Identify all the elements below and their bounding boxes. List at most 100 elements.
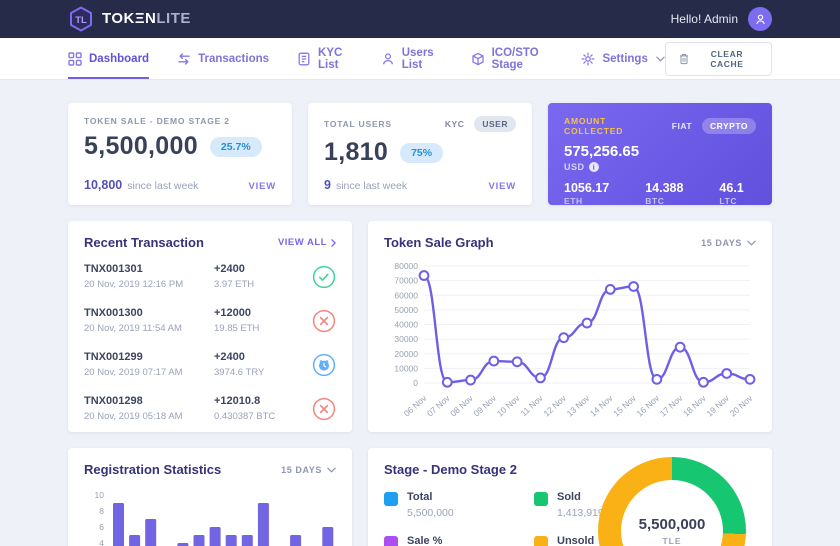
legend-item-sold: Sold 1,413,919 * <box>534 491 684 519</box>
svg-text:09 Nov: 09 Nov <box>471 393 498 419</box>
total-users-card: TOTAL USERS KYC USER 1,810 75% 9 since l… <box>308 103 532 205</box>
svg-text:15 Nov: 15 Nov <box>611 393 638 419</box>
token-sale-delta: 10,800 <box>84 178 123 192</box>
crypto-btc: 14.388 BTC <box>645 181 684 206</box>
toggle-fiat[interactable]: FIAT <box>671 121 693 131</box>
svg-text:70000: 70000 <box>394 276 418 286</box>
toggle-user[interactable]: USER <box>474 116 516 132</box>
total-users-delta-note: since last week <box>335 180 408 192</box>
donut-ring: 5,500,000 TLE <box>598 457 746 546</box>
nav-item-label: Dashboard <box>89 52 150 65</box>
settings-icon <box>581 52 595 66</box>
legend-name: Sale % <box>407 535 443 546</box>
view-all-link[interactable]: VIEW ALL <box>278 237 336 248</box>
transaction-row[interactable]: TNX001298 20 Nov, 2019 05:18 AM +12010.8 0.… <box>84 386 336 430</box>
registration-bar-chart: 1086420 <box>84 477 336 546</box>
recent-transactions-title: Recent Transaction <box>84 235 204 250</box>
token-sale-percent-badge: 25.7% <box>209 136 262 157</box>
amount-collected-card: AMOUNT COLLECTED FIAT CRYPTO 575,256.65 … <box>548 103 772 206</box>
user-greeting: Hello! Admin <box>670 12 738 26</box>
kyc-list-icon <box>297 52 311 66</box>
kyc-user-toggle: KYC USER <box>437 116 516 132</box>
nav-item-users-list[interactable]: Users List <box>381 38 443 79</box>
legend-swatch <box>384 536 398 546</box>
brand-name-bold: TOKΞN <box>102 10 157 27</box>
transaction-id: TNX001299 <box>84 351 143 363</box>
svg-text:13 Nov: 13 Nov <box>565 393 592 419</box>
legend-item-total: Total 5,500,000 <box>384 491 534 519</box>
status-failed-icon <box>310 397 336 421</box>
legend-swatch <box>534 536 548 546</box>
token-sale-delta-note: since last week <box>127 180 199 192</box>
transactions-list: TNX001301 20 Nov, 2019 12:16 PM +2400 3.97 … <box>84 254 336 430</box>
brand[interactable]: TL TOKΞNLITE <box>68 6 191 32</box>
amount-collected-value: 575,256.65 <box>564 143 640 160</box>
legend-item-sale-: Sale %25.7% Sold <box>384 535 534 546</box>
total-users-view-link[interactable]: VIEW <box>488 181 516 192</box>
nav-item-ico-sto-stage[interactable]: ICO/STO Stage <box>471 38 554 79</box>
amount-currency: USD <box>564 162 585 172</box>
crypto-ltc: 46.1 LTC <box>719 181 744 206</box>
nav-item-label: Users List <box>401 46 434 71</box>
transaction-row[interactable]: TNX001299 20 Nov, 2019 07:17 AM +2400 3974.… <box>84 342 336 386</box>
token-sale-label: TOKEN SALE - DEMO STAGE 2 <box>84 116 230 126</box>
svg-text:18 Nov: 18 Nov <box>681 393 708 419</box>
transaction-date: 20 Nov, 2019 05:18 AM <box>84 411 183 422</box>
svg-text:30000: 30000 <box>394 334 418 344</box>
user-icon <box>754 13 767 26</box>
svg-text:i: i <box>592 164 594 172</box>
token-sale-view-link[interactable]: VIEW <box>248 181 276 192</box>
transaction-crypto-amount: 3.97 ETH <box>214 279 255 290</box>
nav-item-transactions[interactable]: Transactions <box>177 38 269 79</box>
svg-text:10: 10 <box>95 490 105 500</box>
transaction-row[interactable]: TNX001300 20 Nov, 2019 11:54 AM +12000 19.8… <box>84 298 336 342</box>
toggle-kyc[interactable]: KYC <box>444 119 465 129</box>
legend-item-unsold: Unsold4,086,082 <box>534 535 684 546</box>
transaction-amount: +12000 <box>214 307 252 319</box>
svg-text:6: 6 <box>99 522 104 532</box>
donut-center-value: 5,500,000 <box>638 516 706 533</box>
transactions-icon <box>177 52 191 66</box>
transaction-date: 20 Nov, 2019 07:17 AM <box>84 367 183 378</box>
nav-item-label: Transactions <box>198 52 270 65</box>
stage-donut-chart: 5,500,000 TLE <box>598 457 746 546</box>
total-users-label: TOTAL USERS <box>324 119 392 129</box>
svg-text:19 Nov: 19 Nov <box>704 393 731 419</box>
legend-value: 5,500,000 <box>407 507 454 519</box>
trash-icon <box>679 53 689 65</box>
nav-item-label: KYC List <box>318 46 343 71</box>
info-icon[interactable]: i <box>588 162 599 172</box>
svg-text:12 Nov: 12 Nov <box>541 393 568 419</box>
chevron-down-icon <box>327 467 336 473</box>
nav-item-kyc-list[interactable]: KYC List <box>297 38 353 79</box>
legend-name: Total <box>407 491 433 503</box>
legend-value: 1,413,919 * <box>557 507 611 519</box>
token-sale-line-chart: 0 10000 20000 30000 40000 50000 60000 70000 8000… <box>384 250 756 434</box>
nav-item-label: ICO/STO Stage <box>491 46 539 71</box>
transaction-id: TNX001301 <box>84 263 143 275</box>
legend-swatch <box>384 492 398 506</box>
svg-text:14 Nov: 14 Nov <box>588 393 615 419</box>
token-sale-graph-filter[interactable]: 15 DAYS <box>701 238 756 248</box>
stage-legend: Total 5,500,000 Sold 1,413,919 * Sale %25.7%… <box>384 491 756 546</box>
transaction-crypto-amount: 3974.6 TRY <box>214 367 265 378</box>
avatar[interactable] <box>748 7 772 31</box>
registration-statistics-filter[interactable]: 15 DAYS <box>281 465 336 475</box>
chevron-down-icon <box>656 56 665 62</box>
chevron-right-icon <box>331 238 336 247</box>
nav-item-settings[interactable]: Settings <box>581 38 665 79</box>
main-nav-items: Dashboard Transactions KYC List Users List I… <box>68 38 665 79</box>
main-nav: Dashboard Transactions KYC List Users List I… <box>0 38 840 80</box>
transaction-row[interactable]: TNX001301 20 Nov, 2019 12:16 PM +2400 3.97 … <box>84 254 336 298</box>
nav-item-dashboard[interactable]: Dashboard <box>68 38 150 79</box>
svg-text:07 Nov: 07 Nov <box>425 393 452 419</box>
crypto-eth: 1056.17 ETH <box>564 181 610 206</box>
legend-name: Sold <box>557 491 581 503</box>
svg-text:50000: 50000 <box>394 305 418 315</box>
clear-cache-button[interactable]: CLEAR CACHE <box>664 41 772 76</box>
svg-text:06 Nov: 06 Nov <box>402 393 429 419</box>
dashboard-content: TOKEN SALE - DEMO STAGE 2 5,500,000 25.7… <box>0 80 840 546</box>
toggle-crypto[interactable]: CRYPTO <box>702 118 756 134</box>
dashboard-icon <box>68 51 82 66</box>
recent-transactions-card: Recent Transaction VIEW ALL TNX001301 20 … <box>68 221 352 432</box>
